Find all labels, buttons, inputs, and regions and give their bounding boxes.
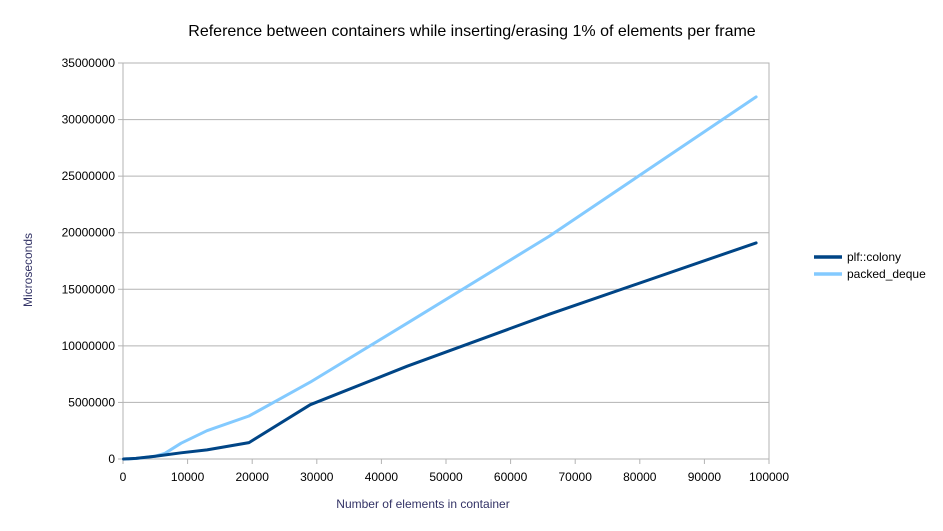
x-tick-label: 90000 xyxy=(688,470,722,484)
y-tick-label: 5000000 xyxy=(68,395,115,409)
y-tick-label: 0 xyxy=(108,452,115,466)
x-axis-title: Number of elements in container xyxy=(336,497,509,511)
x-tick-label: 20000 xyxy=(236,470,270,484)
y-tick-label: 25000000 xyxy=(62,169,116,183)
legend-label-plf-colony: plf::colony xyxy=(847,250,901,264)
y-axis-tick-labels: 0 5000000 10000000 15000000 20000000 25000000… xyxy=(62,56,116,466)
series-lines xyxy=(122,95,758,461)
x-tick-label: 70000 xyxy=(559,470,593,484)
y-tick-label: 30000000 xyxy=(62,113,116,127)
x-tick-label: 80000 xyxy=(623,470,657,484)
y-tick-label: 10000000 xyxy=(62,339,116,353)
x-tick-label: 50000 xyxy=(429,470,463,484)
y-tick-label: 15000000 xyxy=(62,282,116,296)
y-axis-title: Microseconds xyxy=(21,233,35,307)
x-tick-label: 40000 xyxy=(365,470,399,484)
plot-area-border xyxy=(122,62,770,460)
x-tick-label: 60000 xyxy=(494,470,528,484)
series-line-plf-colony xyxy=(122,241,758,461)
x-tick-label: 100000 xyxy=(749,470,789,484)
x-tick-label: 10000 xyxy=(171,470,205,484)
x-axis-tick-labels: 0 10000 20000 30000 40000 50000 60000 70000 8000… xyxy=(120,470,790,484)
legend-label-packed-deque: packed_deque xyxy=(847,267,926,281)
x-tick-label: 0 xyxy=(120,470,127,484)
x-tick-label: 30000 xyxy=(300,470,334,484)
y-tick-label: 35000000 xyxy=(62,56,116,70)
y-tick-label: 20000000 xyxy=(62,226,116,240)
chart-title: Reference between containers while inser… xyxy=(188,23,756,40)
